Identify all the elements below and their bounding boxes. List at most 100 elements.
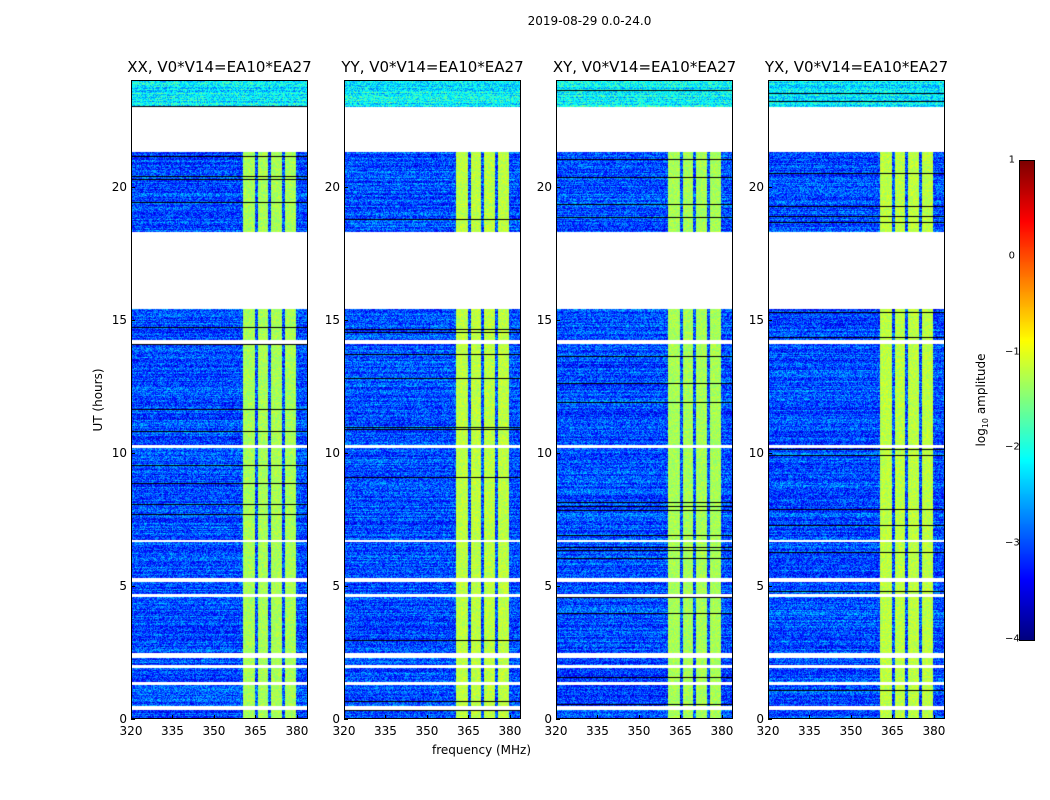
axes-frame: [344, 80, 521, 719]
axes-frame: [131, 80, 308, 719]
y-tick-label: 10: [536, 445, 552, 460]
y-tick-mark: [768, 319, 772, 321]
x-tick-mark: [768, 715, 769, 719]
x-tick-label: 380: [710, 724, 734, 738]
y-tick-mark: [344, 452, 348, 454]
x-tick-mark: [468, 715, 470, 719]
x-tick-label: 335: [374, 724, 397, 738]
x-tick-mark: [638, 715, 640, 719]
y-tick-label: 0: [119, 712, 127, 726]
y-tick-label: 10: [748, 445, 764, 460]
x-tick-label: 320: [544, 724, 568, 738]
x-tick-mark: [933, 715, 935, 719]
panel-2: YY, V0*V14=EA10*EA27 0 5 10 15 20 320 335 350 365…: [325, 58, 524, 738]
spectrogram: [344, 80, 521, 719]
y-tick-mark: [131, 319, 135, 321]
y-tick-mark: [131, 452, 135, 454]
y-tick-label: 15: [111, 312, 127, 327]
x-tick-label: 335: [161, 724, 184, 738]
colorbar-tick-label: −1: [1005, 346, 1020, 358]
y-tick-label: 20: [111, 179, 127, 194]
y-tick-label: 20: [748, 179, 764, 194]
y-tick-label: 15: [536, 312, 552, 327]
x-tick-mark: [892, 715, 894, 719]
y-tick-label: 0: [756, 712, 764, 726]
x-tick-label: 320: [119, 724, 143, 738]
colorbar-label: log10 amplitude: [973, 353, 991, 447]
y-tick-mark: [344, 319, 348, 321]
x-tick-label: 335: [586, 724, 609, 738]
x-tick-label: 365: [457, 724, 480, 738]
x-tick-label: 365: [244, 724, 267, 738]
colorbar-tick-label: −4: [1005, 633, 1020, 645]
x-tick-label: 335: [798, 724, 821, 738]
panel-title: YX, V0*V14=EA10*EA27: [764, 58, 949, 76]
x-tick-mark: [296, 715, 298, 719]
x-tick-mark: [255, 715, 257, 719]
x-tick-mark: [213, 715, 215, 719]
y-tick-mark: [556, 719, 560, 720]
x-tick-label: 365: [669, 724, 692, 738]
colorbar-tick-label: −3: [1005, 537, 1020, 549]
y-tick-label: 0: [544, 712, 552, 726]
y-tick-label: 10: [324, 445, 340, 460]
colorbar-tick-label: 1: [1008, 154, 1015, 166]
y-tick-mark: [131, 585, 135, 587]
x-tick-label: 365: [881, 724, 904, 738]
y-tick-mark: [344, 719, 348, 720]
y-tick-mark: [131, 186, 135, 188]
y-tick-label: 10: [111, 445, 127, 460]
colorbar-tick-label: −2: [1005, 441, 1020, 453]
y-tick-label: 5: [756, 578, 764, 593]
x-tick-mark: [426, 715, 428, 719]
x-tick-mark: [509, 715, 511, 719]
y-tick-mark: [556, 186, 560, 188]
x-tick-label: 350: [202, 724, 226, 738]
x-tick-mark: [809, 715, 811, 719]
y-tick-label: 15: [324, 312, 340, 327]
y-tick-mark: [768, 585, 772, 587]
y-tick-label: 5: [332, 578, 340, 593]
y-tick-mark: [556, 452, 560, 454]
x-axis-label: frequency (MHz): [432, 743, 532, 757]
x-tick-label: 320: [756, 724, 780, 738]
spectrogram: [768, 80, 945, 719]
colorbar: [1019, 160, 1035, 641]
y-tick-mark: [344, 585, 348, 587]
x-tick-mark: [680, 715, 682, 719]
x-tick-label: 320: [332, 724, 356, 738]
y-tick-label: 5: [544, 578, 552, 593]
x-tick-mark: [385, 715, 387, 719]
y-tick-mark: [556, 319, 560, 321]
y-tick-label: 0: [332, 712, 340, 726]
y-tick-label: 15: [748, 312, 764, 327]
x-tick-label: 350: [627, 724, 651, 738]
panel-title: YY, V0*V14=EA10*EA27: [341, 58, 524, 76]
panel-title: XX, V0*V14=EA10*EA27: [127, 58, 312, 76]
y-axis-label: UT (hours): [91, 368, 105, 432]
axes-frame: [768, 80, 945, 719]
y-tick-mark: [768, 452, 772, 454]
x-tick-label: 380: [285, 724, 309, 738]
panel-4: YX, V0*V14=EA10*EA27 0 5 10 15 20 320 335 350 365…: [749, 58, 948, 738]
x-tick-mark: [172, 715, 174, 719]
y-tick-mark: [556, 585, 560, 587]
x-tick-mark: [721, 715, 723, 719]
y-tick-mark: [344, 186, 348, 188]
x-tick-mark: [131, 715, 132, 719]
x-tick-label: 380: [922, 724, 946, 738]
y-tick-label: 20: [324, 179, 340, 194]
y-tick-mark: [768, 719, 772, 720]
y-tick-mark: [768, 186, 772, 188]
axes-frame: [556, 80, 733, 719]
x-tick-mark: [850, 715, 852, 719]
y-tick-label: 5: [119, 578, 127, 593]
x-tick-mark: [344, 715, 345, 719]
spectrogram: [131, 80, 308, 719]
figure-title: 2019-08-29 0.0-24.0: [527, 14, 652, 28]
x-tick-label: 350: [415, 724, 439, 738]
colorbar-tick-label: 0: [1008, 250, 1015, 262]
panel-1: XX, V0*V14=EA10*EA27 0 5 10 15 20 320 335 350 365…: [112, 58, 312, 738]
x-tick-label: 380: [498, 724, 522, 738]
